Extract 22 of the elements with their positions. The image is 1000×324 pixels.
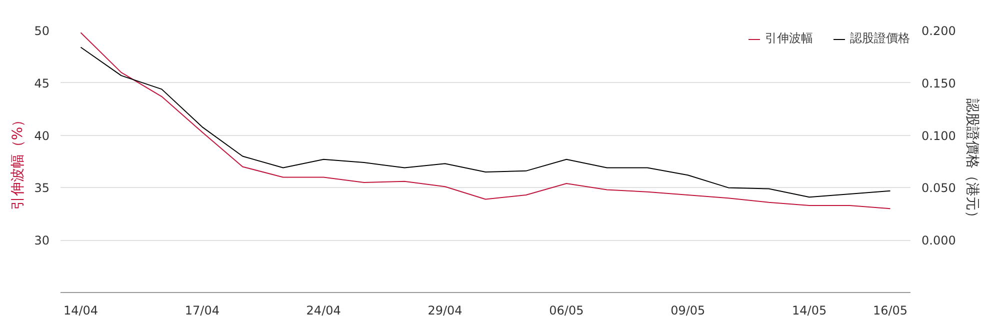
x-tick-label: 14/05 bbox=[792, 304, 827, 318]
x-tick-label: 14/04 bbox=[63, 304, 98, 318]
x-tick-label: 17/04 bbox=[184, 304, 220, 318]
y2-tick-label: 0.100 bbox=[922, 128, 956, 143]
y-tick-label: 45 bbox=[34, 76, 50, 90]
x-tick-label: 09/05 bbox=[670, 304, 706, 318]
y-axis-title: 引伸波幅（%） bbox=[10, 112, 26, 210]
y-tick-label: 35 bbox=[34, 181, 50, 196]
y2-tick-label: 0.050 bbox=[922, 181, 956, 196]
y-tick-label: 30 bbox=[34, 234, 50, 248]
y2-axis-title: 認股證價格（港元） bbox=[964, 98, 980, 224]
y2-tick-label: 0.150 bbox=[922, 76, 956, 90]
y2-tick-label: 0.000 bbox=[922, 234, 956, 248]
legend-label: 認股證價格 bbox=[850, 30, 910, 47]
x-tick-label: 16/05 bbox=[872, 304, 908, 318]
x-tick-label: 24/04 bbox=[306, 304, 341, 318]
y-tick-label: 50 bbox=[34, 24, 50, 38]
y-tick-label: 40 bbox=[34, 128, 50, 143]
x-tick-label: 06/05 bbox=[549, 304, 584, 318]
legend-label: 引伸波幅 bbox=[765, 30, 813, 47]
y2-tick-label: 0.200 bbox=[922, 24, 956, 38]
x-tick-label: 29/04 bbox=[428, 304, 462, 318]
